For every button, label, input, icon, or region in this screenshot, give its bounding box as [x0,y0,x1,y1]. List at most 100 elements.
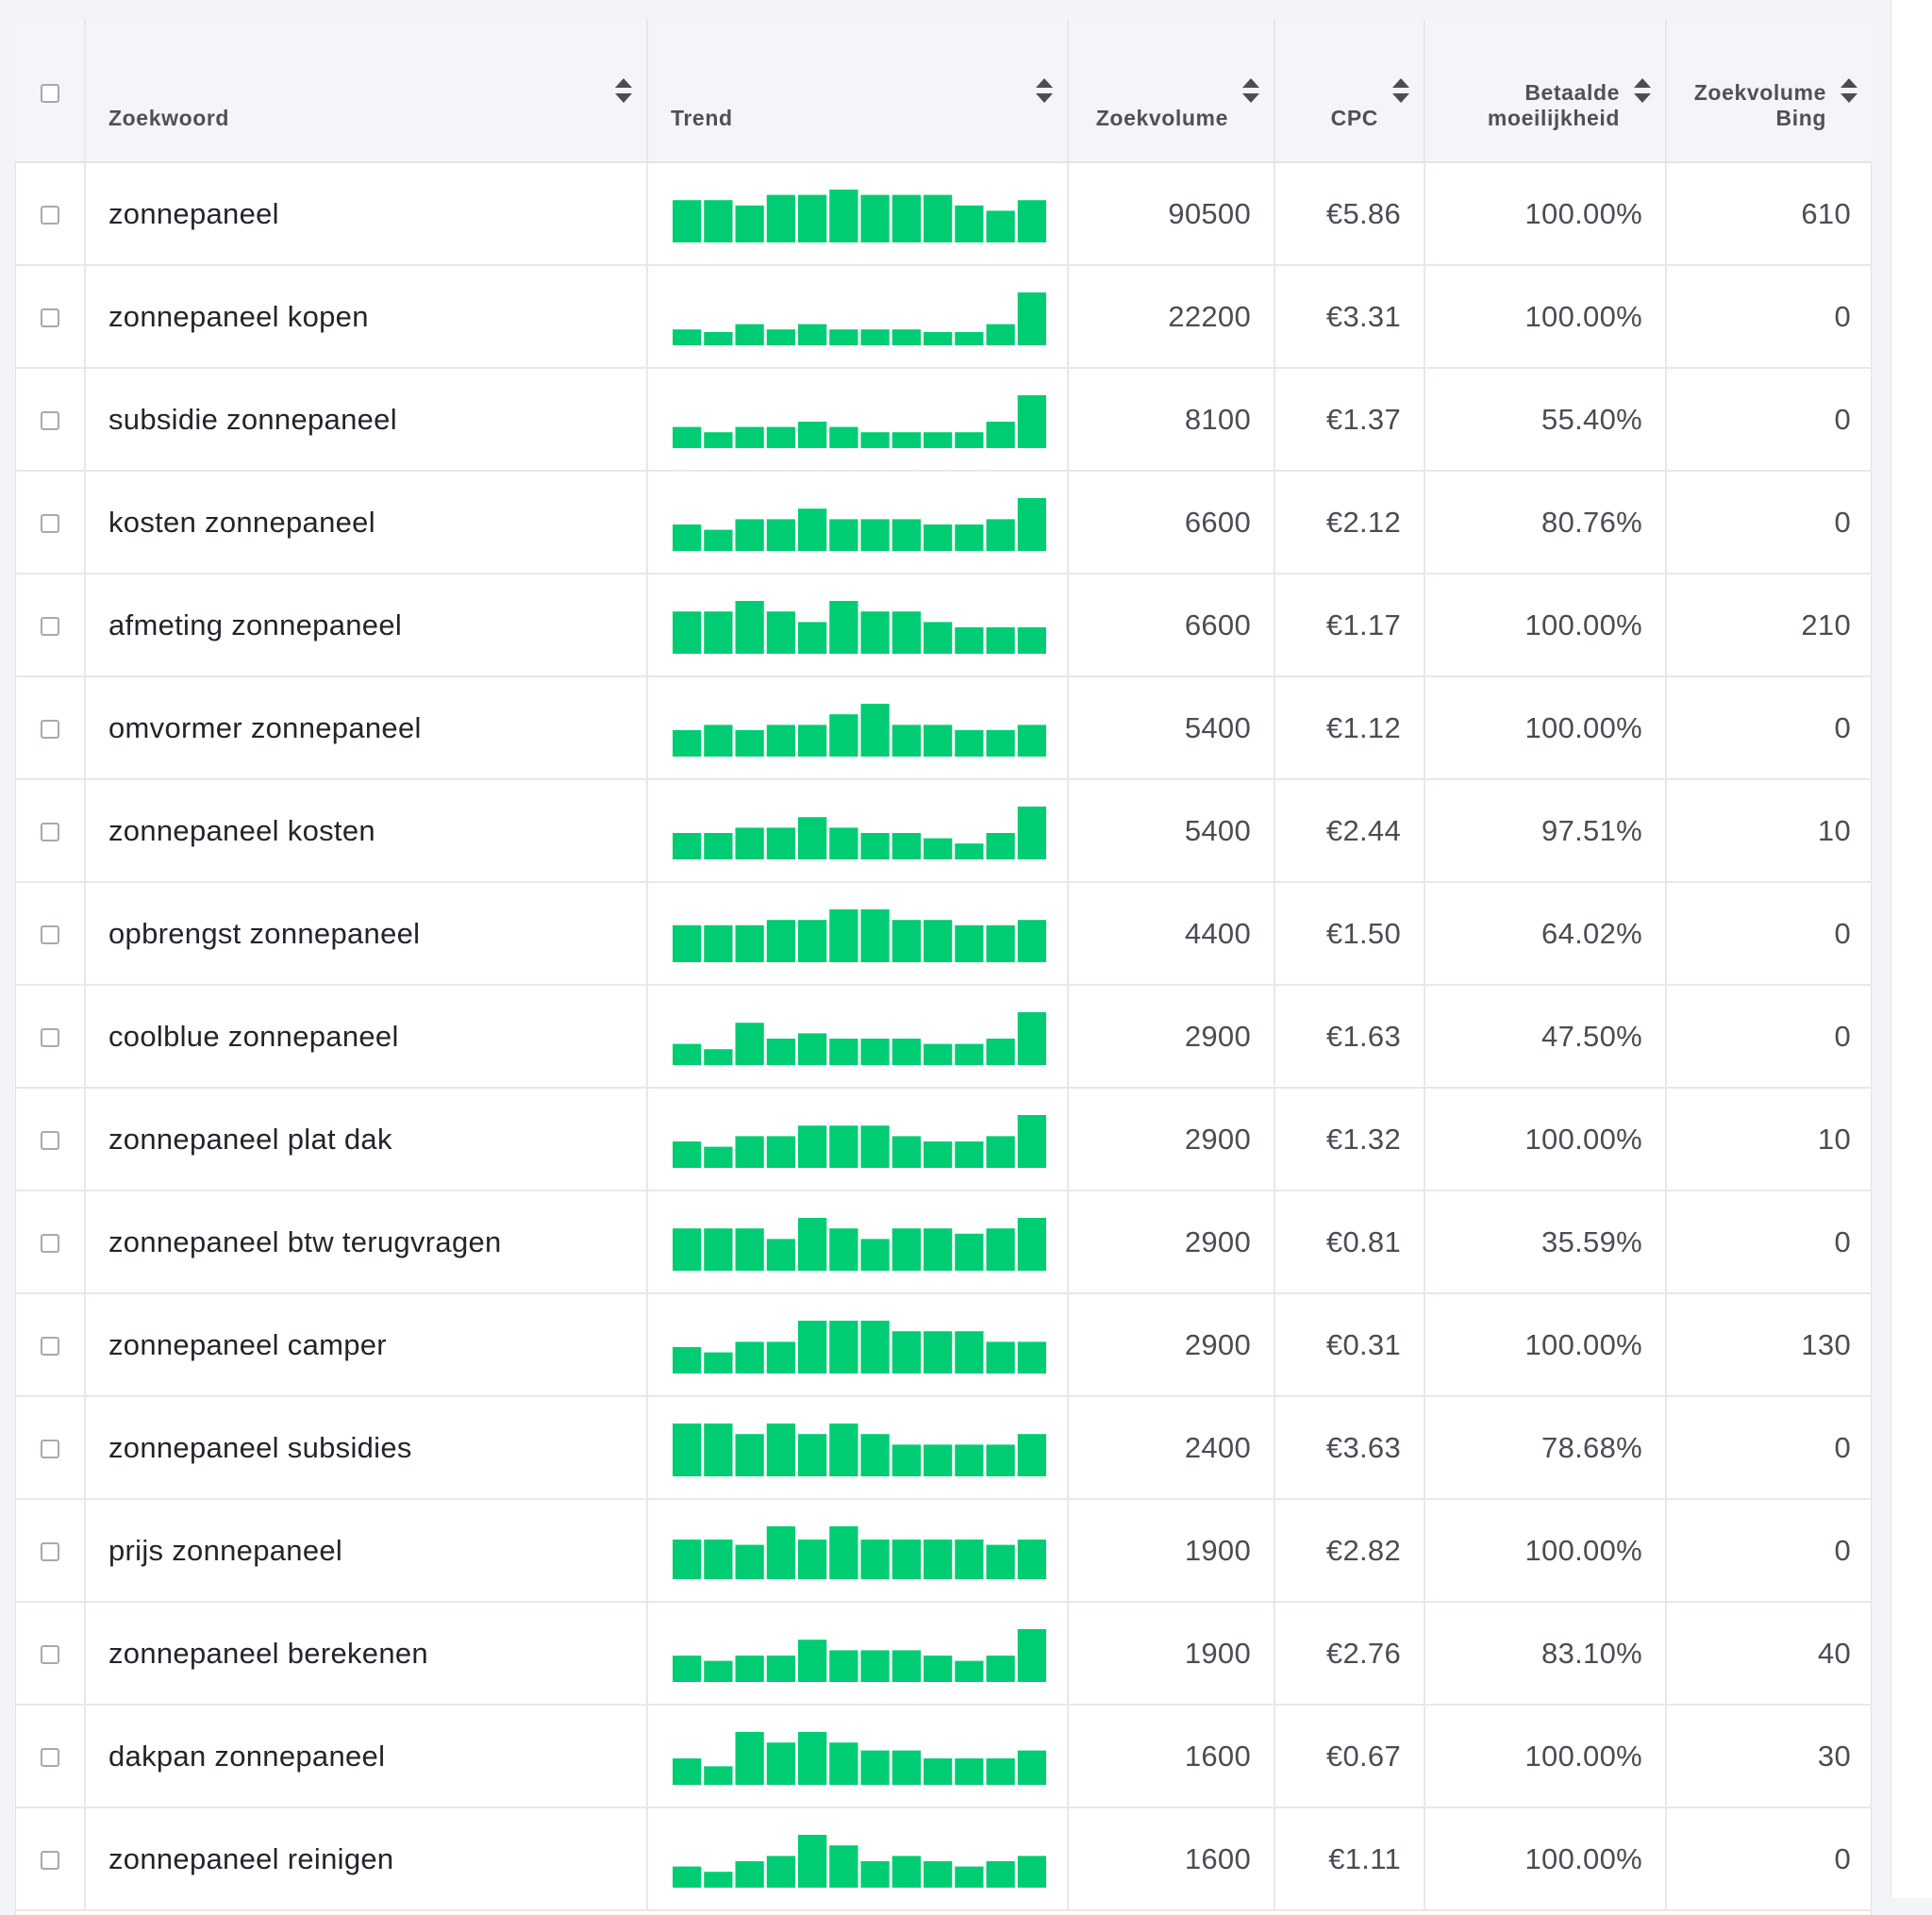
keyword-cell[interactable]: zonnepaneel kopen [85,265,648,368]
row-checkbox[interactable] [40,206,59,225]
difficulty-cell: 100.00% [1424,676,1667,779]
difficulty-cell: 100.00% [1424,162,1667,265]
trend-bar [829,1227,858,1271]
table-row[interactable]: kosten zonnepaneel 6600 €2.12 80.76% 0 [15,471,1872,574]
keyword-cell[interactable]: zonnepaneel camper [85,1293,648,1396]
trend-bar [829,1124,858,1168]
sort-up-down-icon[interactable] [1241,78,1260,103]
column-header-trend[interactable]: Trend [647,19,1069,163]
trend-bar [673,524,702,551]
table-row[interactable]: zonnepaneel kosten 5400 €2.44 97.51% 10 [15,779,1872,882]
trend-sparkline [673,1011,1046,1065]
sort-up-down-icon[interactable] [1391,78,1410,103]
keyword-cell[interactable]: zonnepaneel subsidies [85,1396,648,1499]
row-checkbox[interactable] [40,308,59,328]
volume-cell: 4400 [1068,882,1275,985]
table-row[interactable]: zonnepaneel subsidies 2400 €3.63 78.68% 0 [15,1396,1872,1499]
row-checkbox[interactable] [40,1748,59,1768]
difficulty-cell: 100.00% [1424,1807,1667,1910]
trend-bar [1017,724,1046,757]
table-row[interactable]: afmeting zonnepaneel 6600 €1.17 100.00% 210 [15,574,1872,676]
keyword-cell[interactable]: zonnepaneel kosten [85,779,648,882]
table-row[interactable]: zonnepaneel 90500 €5.86 100.00% 610 [15,162,1872,265]
trend-bar [798,816,827,859]
sort-up-down-icon[interactable] [1035,78,1054,103]
row-checkbox[interactable] [40,1131,59,1151]
sort-up-down-icon[interactable] [1840,78,1858,103]
table-row[interactable]: zonnepaneel kopen 22200 €3.31 100.00% 0 [15,265,1872,368]
trend-bar [891,919,921,962]
column-header-keyword[interactable]: Zoekwoord [85,19,648,163]
row-checkbox[interactable] [40,823,59,842]
column-header-volume[interactable]: Zoekvolume [1068,19,1275,163]
table-row[interactable]: subsidie zonnepaneel 8100 €1.37 55.40% 0 [15,368,1872,471]
row-checkbox[interactable] [40,1234,59,1254]
table-row[interactable]: zonnepaneel camper 2900 €0.31 100.00% 130 [15,1293,1872,1396]
trend-sparkline [673,1834,1046,1888]
row-checkbox[interactable] [40,514,59,534]
table-row[interactable]: prijs zonnepaneel 1900 €2.82 100.00% 0 [15,1499,1872,1602]
keyword-cell[interactable]: zonnepaneel berekenen [85,1602,648,1705]
keyword-cell[interactable]: zonnepaneel reinigen [85,1807,648,1910]
keyword-cell[interactable]: kosten zonnepaneel [85,471,648,574]
keyword-cell[interactable]: zonnepaneel btw terugvragen [85,1191,648,1293]
row-checkbox[interactable] [40,925,59,945]
sort-up-down-icon[interactable] [1633,78,1652,103]
row-checkbox[interactable] [40,1440,59,1459]
cpc-cell: €1.17 [1274,574,1425,676]
volume-cell: 5400 [1068,779,1275,882]
row-checkbox[interactable] [40,1337,59,1357]
row-select-cell [15,1191,86,1293]
trend-bar [891,518,921,551]
keyword-cell[interactable]: subsidie zonnepaneel [85,368,648,471]
trend-bar [704,331,733,345]
row-checkbox[interactable] [40,1645,59,1665]
trend-bar [735,1655,764,1682]
trend-sparkline [673,1114,1046,1168]
table-row[interactable]: zonnepaneel reinigen 1600 €1.11 100.00% 0 [15,1807,1872,1910]
bing-volume-cell: 130 [1801,1327,1851,1361]
sort-up-down-icon[interactable] [614,78,633,103]
scrollbar-track[interactable] [1890,0,1932,1898]
trend-bar [955,729,984,757]
keyword-cell[interactable]: prijs zonnepaneel [85,1499,648,1602]
row-select-cell [15,574,86,676]
difficulty-cell: 78.68% [1424,1396,1667,1499]
column-label-difficulty-line2: moeilijkheid [1487,106,1620,130]
table-row[interactable]: zonnepaneel berekenen 1900 €2.76 83.10% 40 [15,1602,1872,1705]
row-select-cell [15,1499,86,1602]
keyword-cell[interactable]: coolblue zonnepaneel [85,985,648,1088]
trend-bar [891,1539,921,1579]
table-row[interactable]: opbrengst zonnepaneel 4400 €1.50 64.02% 0 [15,882,1872,985]
table-row[interactable]: zonnepaneel btw terugvragen 2900 €0.81 35.5… [15,1191,1872,1293]
difficulty-cell: 100.00% [1424,1293,1667,1396]
trend-bar [955,924,984,962]
select-all-checkbox[interactable] [40,84,59,104]
column-header-difficulty[interactable]: Betaalde moeilijkheid [1424,19,1667,163]
trend-bar [924,1227,953,1271]
trend-bar [704,529,733,551]
trend-bar [924,1043,953,1065]
row-checkbox[interactable] [40,1851,59,1871]
row-checkbox[interactable] [40,617,59,637]
volume-cell: 2400 [1068,1396,1275,1499]
row-checkbox[interactable] [40,411,59,431]
trend-bar [829,426,858,448]
table-row[interactable]: coolblue zonnepaneel 2900 €1.63 47.50% 0 [15,985,1872,1088]
row-checkbox[interactable] [40,720,59,740]
keyword-cell[interactable]: zonnepaneel [85,162,648,265]
keyword-cell[interactable]: dakpan zonnepaneel [85,1705,648,1807]
keyword-cell[interactable]: afmeting zonnepaneel [85,574,648,676]
row-checkbox[interactable] [40,1542,59,1562]
keyword-cell[interactable]: zonnepaneel plat dak [85,1088,648,1191]
row-checkbox[interactable] [40,1028,59,1048]
trend-bar [673,729,702,757]
trend-bar [924,1860,953,1888]
column-header-bing[interactable]: Zoekvolume Bing [1666,19,1872,163]
table-row[interactable]: omvormer zonnepaneel 5400 €1.12 100.00% 0 [15,676,1872,779]
keyword-cell[interactable]: omvormer zonnepaneel [85,676,648,779]
table-row[interactable]: zonnepaneel plat dak 2900 €1.32 100.00% 10 [15,1088,1872,1191]
column-header-cpc[interactable]: CPC [1274,19,1425,163]
keyword-cell[interactable]: opbrengst zonnepaneel [85,882,648,985]
table-row[interactable]: dakpan zonnepaneel 1600 €0.67 100.00% 30 [15,1705,1872,1807]
